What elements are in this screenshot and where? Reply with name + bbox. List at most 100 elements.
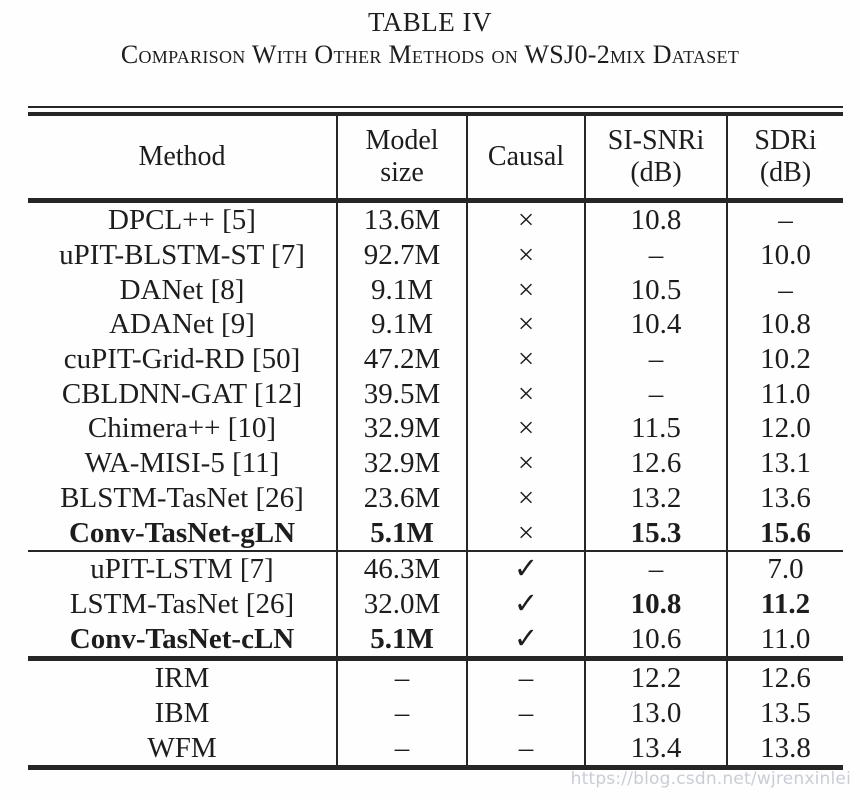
cell-causal: ×: [466, 307, 585, 342]
table-row: uPIT-LSTM [7] 46.3M ✓ – 7.0: [28, 550, 843, 587]
cell-model-size: –: [336, 658, 467, 696]
cell-si-snri: 10.4: [584, 307, 727, 342]
cell-si-snri: 13.2: [584, 480, 727, 516]
cell-method: LSTM-TasNet [26]: [69, 587, 295, 620]
cell-causal: ×: [466, 272, 585, 308]
cell-model-size: 32.9M: [336, 445, 467, 481]
table-row: Conv-TasNet-cLN 5.1M ✓ 10.6 11.0: [28, 621, 843, 659]
cell-si-snri: 13.0: [584, 695, 727, 731]
cell-causal: ×: [466, 445, 585, 481]
table-row: uPIT-BLSTM-ST [7] 92.7M × – 10.0: [28, 237, 843, 273]
table-section-noncausal: DPCL++ [5] 13.6M × 10.8 – uPIT-BLSTM-ST …: [28, 200, 843, 551]
cell-sdri: 12.6: [726, 658, 843, 696]
cell-si-snri: –: [584, 237, 727, 273]
cell-method: IBM: [154, 696, 210, 729]
table-row: WFM – – 13.4 13.8: [28, 730, 843, 768]
cell-model-size: 5.1M: [336, 621, 467, 659]
table-row: Chimera++ [10] 32.9M × 11.5 12.0: [28, 411, 843, 446]
header-model-size: Model size: [336, 114, 467, 201]
cell-method: WFM: [147, 731, 217, 764]
table-row: DPCL++ [5] 13.6M × 10.8 –: [28, 200, 843, 238]
cell-sdri: –: [726, 200, 843, 238]
cell-model-size: 13.6M: [336, 200, 467, 238]
cell-method: uPIT-BLSTM-ST [7]: [59, 239, 305, 272]
cell-si-snri: 15.3: [584, 515, 727, 551]
cell-si-snri: 10.6: [584, 621, 727, 659]
cell-model-size: –: [336, 695, 467, 731]
table-row: IRM – – 12.2 12.6: [28, 658, 843, 696]
results-table: Method Model size Causal SI-SNRi (dB) SD…: [28, 112, 843, 770]
cell-method: cuPIT-Grid-RD [50]: [63, 343, 301, 376]
cell-causal: ×: [466, 200, 585, 238]
cell-sdri: –: [726, 272, 843, 308]
cell-sdri: 10.8: [726, 307, 843, 342]
header-method: Method: [138, 141, 226, 172]
cell-model-size: 46.3M: [336, 550, 467, 587]
cell-method: WA-MISI-5 [11]: [84, 447, 280, 480]
table-row: ADANet [9] 9.1M × 10.4 10.8: [28, 307, 843, 342]
table-row: Conv-TasNet-gLN 5.1M × 15.3 15.6: [28, 515, 843, 551]
cell-method: BLSTM-TasNet [26]: [60, 481, 304, 514]
cell-method: DANet [8]: [119, 273, 245, 306]
cell-sdri: 13.1: [726, 445, 843, 481]
cell-model-size: 47.2M: [336, 341, 467, 377]
table-header: Method Model size Causal SI-SNRi (dB) SD…: [28, 114, 843, 201]
comparison-table: Method Model size Causal SI-SNRi (dB) SD…: [28, 106, 843, 770]
table-section-ideal-masks: IRM – – 12.2 12.6 IBM – – 13.0 13.5 WFM …: [28, 658, 843, 768]
cell-causal: ✓: [466, 550, 585, 587]
cell-method: DPCL++ [5]: [108, 204, 256, 237]
table-row: cuPIT-Grid-RD [50] 47.2M × – 10.2: [28, 341, 843, 377]
cell-method: IRM: [154, 662, 210, 695]
cell-sdri: 10.0: [726, 237, 843, 273]
cell-model-size: 9.1M: [336, 307, 467, 342]
cell-causal: –: [466, 730, 585, 768]
table-row: LSTM-TasNet [26] 32.0M ✓ 10.8 11.2: [28, 586, 843, 622]
cell-sdri: 11.0: [726, 376, 843, 412]
cell-model-size: 32.9M: [336, 411, 467, 446]
cell-si-snri: 13.4: [584, 730, 727, 768]
cell-model-size: 39.5M: [336, 376, 467, 412]
cell-model-size: –: [336, 730, 467, 768]
cell-si-snri: 10.5: [584, 272, 727, 308]
cell-method: CBLDNN-GAT [12]: [61, 377, 303, 410]
cell-si-snri: 12.2: [584, 658, 727, 696]
cell-si-snri: –: [584, 341, 727, 377]
cell-sdri: 13.5: [726, 695, 843, 731]
cell-model-size: 9.1M: [336, 272, 467, 308]
cell-si-snri: –: [584, 550, 727, 587]
table-section-causal: uPIT-LSTM [7] 46.3M ✓ – 7.0 LSTM-TasNet …: [28, 550, 843, 659]
cell-sdri: 13.8: [726, 730, 843, 768]
cell-method: Chimera++ [10]: [87, 412, 277, 445]
cell-si-snri: 11.5: [584, 411, 727, 446]
cell-method: Conv-TasNet-cLN: [69, 622, 295, 655]
cell-causal: ×: [466, 376, 585, 412]
cell-model-size: 5.1M: [336, 515, 467, 551]
cell-method: ADANet [9]: [109, 308, 255, 341]
cell-causal: ×: [466, 341, 585, 377]
cell-causal: –: [466, 695, 585, 731]
cell-si-snri: 10.8: [584, 200, 727, 238]
table-row: DANet [8] 9.1M × 10.5 –: [28, 272, 843, 308]
cell-causal: ✓: [466, 621, 585, 659]
cell-sdri: 12.0: [726, 411, 843, 446]
table-row: BLSTM-TasNet [26] 23.6M × 13.2 13.6: [28, 480, 843, 516]
cell-model-size: 23.6M: [336, 480, 467, 516]
cell-model-size: 32.0M: [336, 586, 467, 622]
cell-si-snri: 10.8: [584, 586, 727, 622]
cell-si-snri: 12.6: [584, 445, 727, 481]
cell-causal: ×: [466, 480, 585, 516]
cell-causal: ×: [466, 411, 585, 446]
cell-method: Conv-TasNet-gLN: [68, 516, 296, 549]
cell-sdri: 11.0: [726, 621, 843, 659]
header-row: Method Model size Causal SI-SNRi (dB) SD…: [28, 114, 843, 201]
table-caption: TABLE IV Comparison With Other Methods o…: [0, 0, 860, 71]
cell-causal: ×: [466, 237, 585, 273]
table-number: TABLE IV: [367, 7, 493, 37]
cell-method: uPIT-LSTM [7]: [90, 553, 274, 586]
header-si-snri: SI-SNRi (dB): [584, 114, 727, 201]
cell-causal: ×: [466, 515, 585, 551]
cell-model-size: 92.7M: [336, 237, 467, 273]
table-row: CBLDNN-GAT [12] 39.5M × – 11.0: [28, 376, 843, 412]
cell-sdri: 10.2: [726, 341, 843, 377]
